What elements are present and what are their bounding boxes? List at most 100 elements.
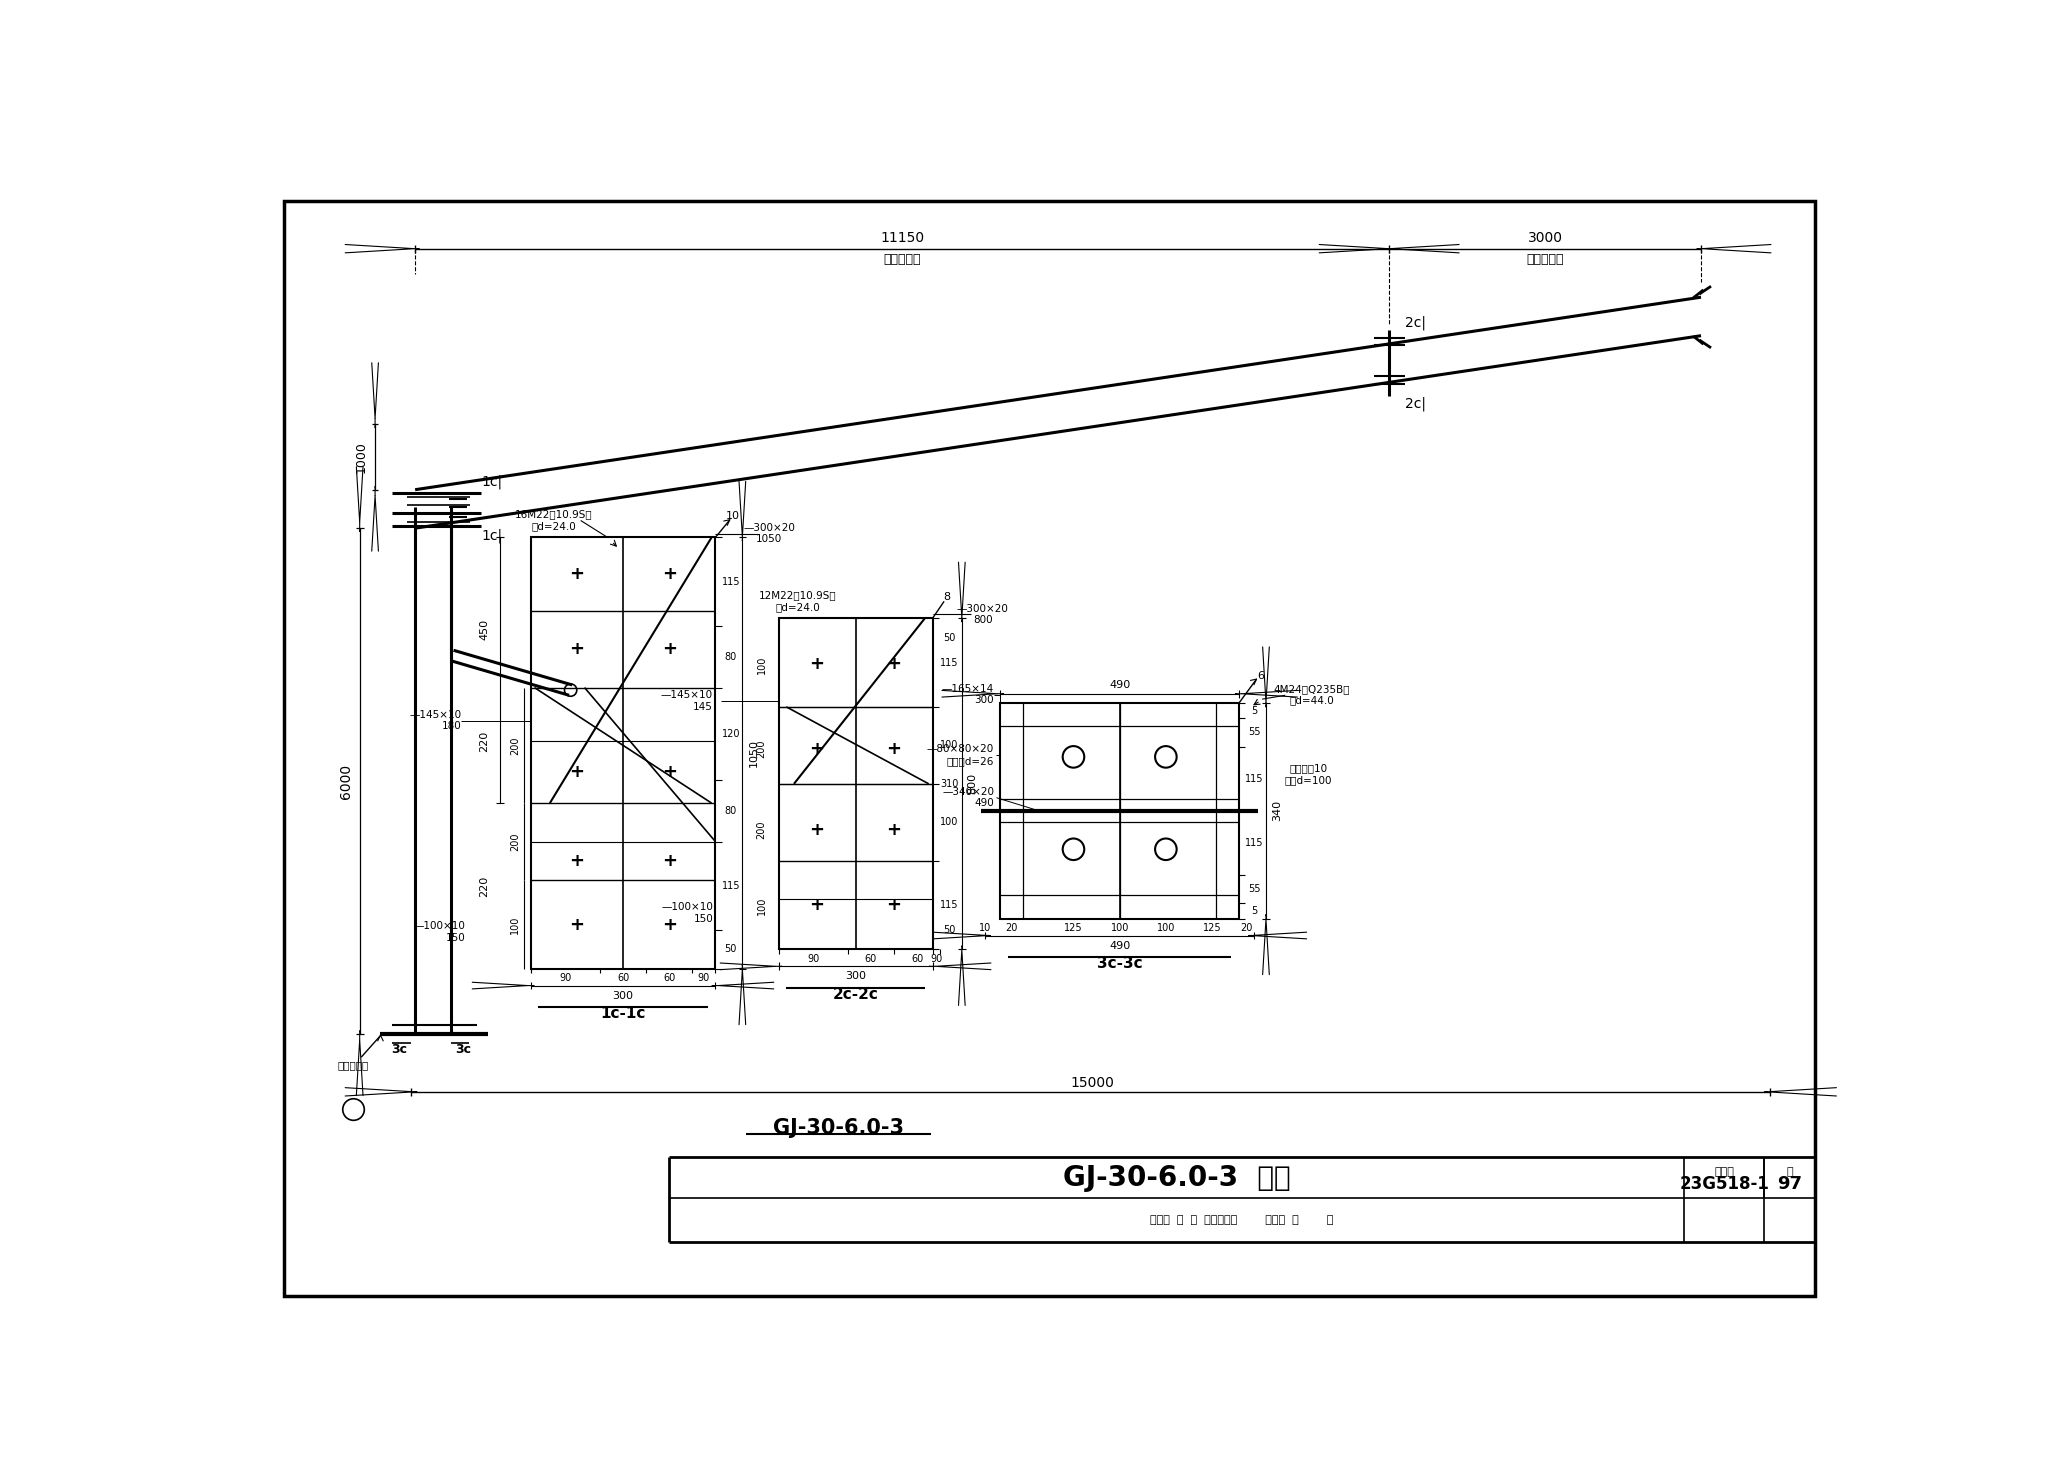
Text: +: +: [809, 897, 825, 914]
Text: 115: 115: [721, 576, 739, 587]
Text: 60: 60: [664, 972, 676, 983]
Text: 60: 60: [864, 953, 877, 963]
Text: —145×10: —145×10: [410, 710, 461, 720]
Text: +: +: [662, 916, 676, 934]
Text: 60: 60: [911, 953, 924, 963]
Text: 50: 50: [944, 925, 956, 935]
Text: 310: 310: [940, 780, 958, 788]
Text: 50: 50: [944, 633, 956, 643]
Text: 3c: 3c: [455, 1043, 471, 1057]
Text: GJ-30-6.0-3  详图: GJ-30-6.0-3 详图: [1063, 1163, 1290, 1192]
Text: 300: 300: [612, 990, 633, 1000]
Text: 300: 300: [975, 695, 993, 705]
Text: —300×20: —300×20: [956, 605, 1008, 614]
Bar: [530, 538, 715, 969]
Text: 3000: 3000: [1528, 231, 1563, 245]
Text: 490: 490: [1110, 680, 1130, 689]
Text: 300: 300: [846, 971, 866, 981]
Text: 5: 5: [1251, 906, 1257, 916]
Text: 50: 50: [725, 944, 737, 954]
Text: 审核刘  威  威  校对田永胜        设计彭  浩        页: 审核刘 威 威 校对田永胜 设计彭 浩 页: [1151, 1215, 1333, 1226]
Text: 150: 150: [694, 913, 713, 923]
Text: 90: 90: [807, 953, 819, 963]
Text: +: +: [569, 916, 584, 934]
Text: 200: 200: [510, 833, 520, 851]
Text: —145×10: —145×10: [662, 691, 713, 701]
Text: 150: 150: [444, 932, 465, 943]
Text: 90: 90: [698, 972, 711, 983]
Text: 孔d=44.0: 孔d=44.0: [1290, 695, 1335, 705]
Text: 800: 800: [973, 615, 993, 625]
Text: 23G518-1: 23G518-1: [1679, 1175, 1769, 1193]
Bar: [999, 702, 1239, 919]
Text: 1050: 1050: [756, 534, 782, 544]
Text: 145: 145: [692, 702, 713, 711]
Bar: [778, 618, 932, 950]
Text: 340: 340: [1272, 800, 1282, 821]
Text: 6: 6: [1257, 671, 1264, 682]
Text: 220: 220: [479, 731, 489, 751]
Text: +: +: [809, 655, 825, 673]
Text: 125: 125: [1202, 923, 1221, 932]
Text: 100: 100: [940, 818, 958, 827]
Text: 长度d=100: 长度d=100: [1284, 775, 1331, 785]
Text: 6000: 6000: [338, 763, 352, 799]
Text: 180: 180: [442, 722, 461, 731]
Text: +: +: [569, 852, 584, 870]
Text: 11150: 11150: [881, 231, 924, 245]
Text: 3c: 3c: [391, 1043, 408, 1057]
Text: 100: 100: [1110, 923, 1128, 932]
Text: 10: 10: [979, 923, 991, 932]
Text: 115: 115: [940, 900, 958, 910]
Text: 1000: 1000: [354, 442, 369, 473]
Text: 孔d=24.0: 孔d=24.0: [776, 602, 819, 612]
Text: +: +: [887, 740, 901, 759]
Text: 450: 450: [479, 619, 489, 640]
Text: 100: 100: [940, 741, 958, 750]
Text: （第一段）: （第一段）: [883, 253, 922, 265]
Text: +: +: [887, 821, 901, 839]
Text: 800: 800: [967, 774, 977, 794]
Text: 3c-3c: 3c-3c: [1098, 956, 1143, 971]
Text: 15000: 15000: [1071, 1076, 1114, 1089]
Text: 200: 200: [510, 737, 520, 754]
Text: 2c|: 2c|: [1405, 316, 1425, 329]
Text: 1050: 1050: [750, 740, 760, 768]
Text: 20: 20: [1241, 923, 1253, 932]
Text: 220: 220: [479, 876, 489, 897]
Text: （第二段）: （第二段）: [1526, 253, 1565, 265]
Text: 200: 200: [756, 740, 766, 759]
Text: 55: 55: [1247, 885, 1262, 894]
Text: 115: 115: [1245, 837, 1264, 848]
Text: 90: 90: [559, 972, 571, 983]
Text: 100: 100: [756, 655, 766, 674]
Text: 80: 80: [725, 806, 737, 815]
Text: 抗剪键工10: 抗剪键工10: [1290, 763, 1327, 774]
Text: +: +: [809, 740, 825, 759]
Text: 1c-1c: 1c-1c: [600, 1006, 645, 1021]
Text: +: +: [662, 640, 676, 658]
Text: +: +: [662, 565, 676, 582]
Text: 16M22（10.9S）: 16M22（10.9S）: [514, 510, 592, 519]
Text: 页: 页: [1786, 1166, 1792, 1177]
Text: 100: 100: [756, 897, 766, 914]
Text: 图集号: 图集号: [1714, 1166, 1735, 1177]
Text: 115: 115: [940, 658, 958, 667]
Text: —80×80×20: —80×80×20: [928, 744, 993, 754]
Text: 490: 490: [1110, 941, 1130, 950]
Text: 2c|: 2c|: [1405, 397, 1425, 411]
Text: +: +: [569, 640, 584, 658]
Text: 1c|: 1c|: [481, 529, 502, 542]
Text: 8: 8: [942, 591, 950, 602]
Text: 125: 125: [1065, 923, 1083, 932]
Text: 1c|: 1c|: [481, 474, 502, 489]
Text: +: +: [662, 763, 676, 781]
Text: +: +: [569, 565, 584, 582]
Text: 80: 80: [725, 652, 737, 662]
Text: +: +: [809, 821, 825, 839]
Text: 5: 5: [1251, 705, 1257, 716]
Text: 120: 120: [721, 729, 739, 740]
Text: 90: 90: [930, 953, 942, 963]
Text: 200: 200: [756, 821, 766, 839]
Text: 垫板孔d=26: 垫板孔d=26: [946, 756, 993, 766]
